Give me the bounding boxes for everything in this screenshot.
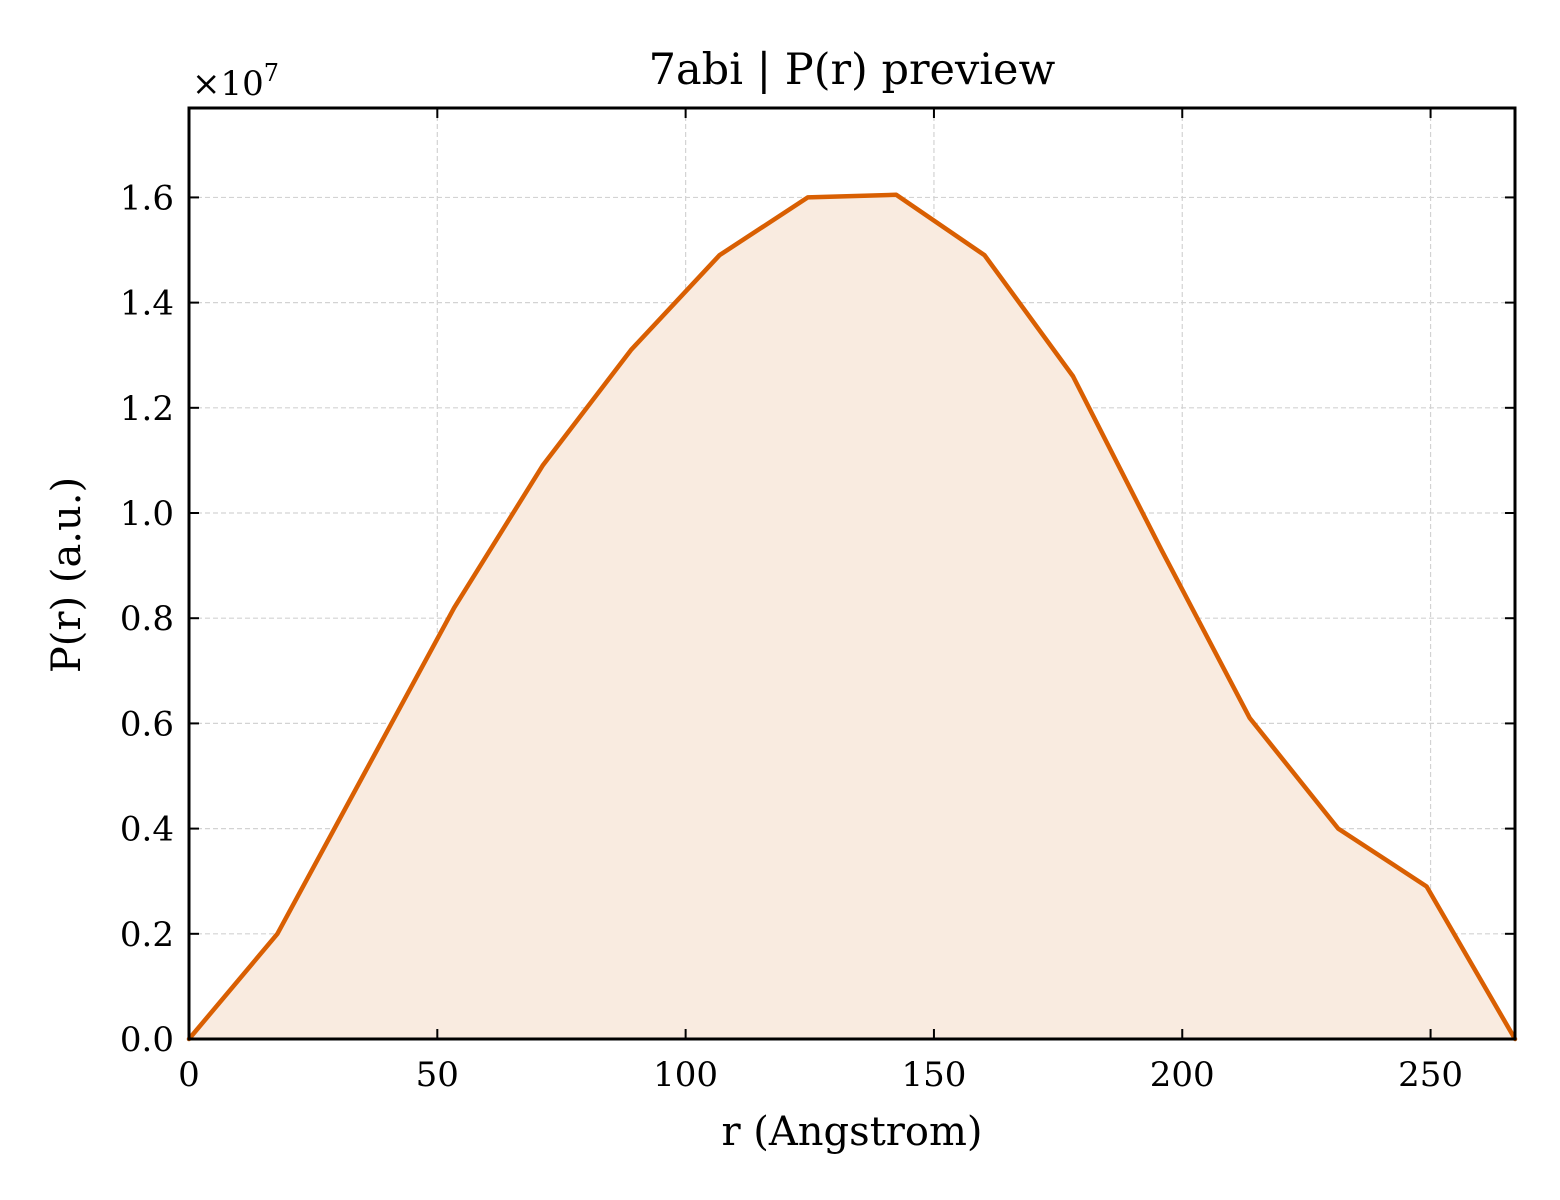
y-tick-label: 0.4 (120, 810, 174, 850)
y-multiplier: ×107 (192, 59, 279, 104)
y-tick-label: 0.6 (120, 704, 174, 744)
y-tick-label: 1.4 (120, 284, 174, 324)
y-tick-label: 1.2 (120, 389, 174, 429)
y-tick-label: 1.0 (120, 494, 174, 534)
y-axis-label: P(r) (a.u.) (44, 477, 90, 673)
chart-title: 7abi | P(r) preview (649, 45, 1056, 95)
y-tick-label: 0.8 (120, 599, 174, 639)
y-multiplier-exponent: 7 (264, 59, 279, 87)
series-line (186, 192, 1518, 1042)
x-tick-label: 100 (653, 1055, 718, 1095)
x-tick-label: 50 (416, 1055, 459, 1095)
axes: 0 50 100 150 200 250 0.0 0.2 0.4 0.6 0.8 1.0 1.2 1.4 1… (120, 106, 1517, 1095)
x-axis-label: r (Angstrom) (721, 1109, 982, 1155)
y-multiplier-base: ×10 (192, 64, 264, 104)
x-tick-label: 0 (178, 1055, 200, 1095)
y-tick-label: 0.0 (120, 1020, 174, 1060)
x-tick-label: 250 (1398, 1055, 1463, 1095)
series-fill (189, 194, 1515, 1040)
x-tick-label: 200 (1150, 1055, 1215, 1095)
y-tick-label: 0.2 (120, 915, 174, 955)
chart-text: 7abi | P(r) preview r (Angstrom) P(r) (a… (44, 45, 1056, 1155)
plot-area (186, 192, 1518, 1042)
y-tick-label: 1.6 (120, 178, 174, 218)
axes-frame (187, 106, 1517, 1041)
x-tick-label: 150 (901, 1055, 966, 1095)
